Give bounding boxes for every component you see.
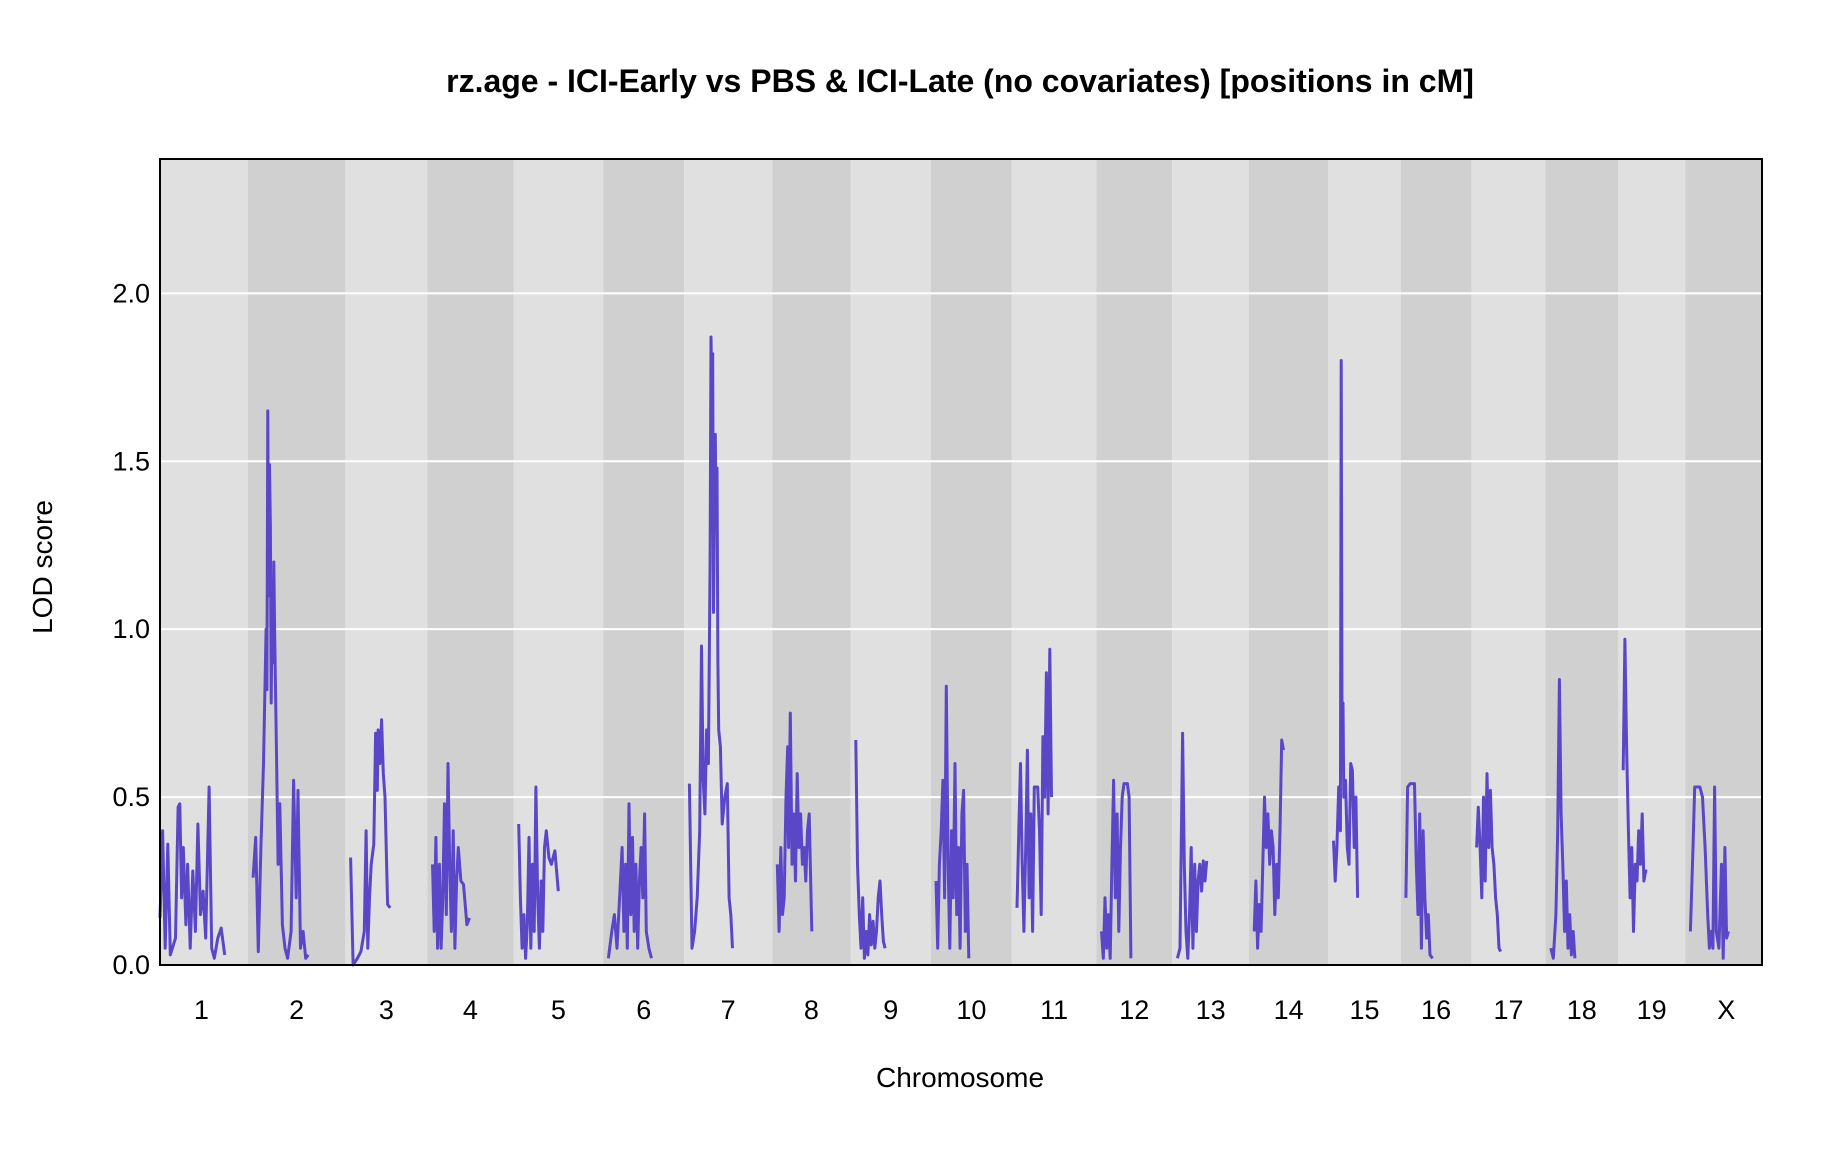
lod-curve-chr-13: [1175, 731, 1209, 960]
lod-curve-chr-4: [431, 762, 471, 950]
y-axis-label: LOD score: [27, 500, 58, 634]
x-tick-label-6: 6: [636, 995, 651, 1025]
y-tick-label-1.0: 1.0: [112, 614, 150, 644]
x-tick-label-16: 16: [1421, 995, 1451, 1025]
x-tick-label-11: 11: [1040, 995, 1068, 1025]
x-tick-label-12: 12: [1119, 995, 1149, 1025]
lod-curve-chr-12: [1100, 778, 1133, 960]
chromosome-band-X: [1685, 159, 1762, 965]
lod-curve-chr-11: [1015, 647, 1053, 933]
y-axis-ticks: 0.0 0.5 1.0 1.5 2.0: [112, 278, 150, 980]
lod-curve-chr-15: [1332, 359, 1360, 898]
chromosome-band-5: [513, 159, 604, 965]
x-tick-label-17: 17: [1493, 995, 1523, 1025]
lod-curve-chr-5: [517, 785, 560, 960]
lod-curve-chr-X: [1688, 785, 1730, 960]
chart-title: rz.age - ICI-Early vs PBS & ICI-Late (no…: [446, 63, 1474, 99]
chromosome-band-4: [427, 159, 514, 965]
lod-curve-chr-14: [1252, 738, 1285, 950]
lod-curves: [158, 335, 1730, 967]
lod-curve-chr-16: [1404, 782, 1434, 960]
y-tick-label-0.0: 0.0: [112, 950, 150, 980]
y-tick-label-0.5: 0.5: [112, 782, 150, 812]
x-tick-label-1: 1: [194, 995, 209, 1025]
x-tick-label-8: 8: [804, 995, 819, 1025]
lod-curve-chr-19: [1621, 637, 1648, 933]
x-tick-label-14: 14: [1274, 995, 1304, 1025]
chromosome-band-15: [1328, 159, 1401, 965]
x-tick-label-13: 13: [1196, 995, 1226, 1025]
y-tick-label-2.0: 2.0: [112, 278, 150, 308]
lod-curve-chr-9: [854, 739, 887, 960]
x-tick-label-10: 10: [956, 995, 986, 1025]
lod-curve-chr-1: [158, 785, 227, 960]
chromosome-band-14: [1248, 159, 1329, 965]
x-tick-label-3: 3: [379, 995, 394, 1025]
x-tick-label-7: 7: [721, 995, 736, 1025]
x-tick-label-2: 2: [289, 995, 304, 1025]
x-tick-label-X: X: [1717, 995, 1735, 1025]
x-tick-label-4: 4: [463, 995, 478, 1025]
x-tick-label-5: 5: [551, 995, 566, 1025]
x-tick-label-9: 9: [883, 995, 898, 1025]
lod-curve-chr-7: [687, 335, 734, 950]
lod-curve-chr-18: [1549, 678, 1577, 960]
lod-curve-chr-8: [775, 711, 814, 933]
lod-curve-chr-3: [349, 718, 392, 967]
x-tick-label-18: 18: [1567, 995, 1597, 1025]
lod-curve-chr-17: [1475, 772, 1503, 953]
lod-curve-chr-6: [606, 802, 653, 959]
x-axis-label: Chromosome: [876, 1062, 1044, 1093]
x-tick-label-19: 19: [1637, 995, 1667, 1025]
y-tick-label-1.5: 1.5: [112, 446, 150, 476]
x-axis-ticks: 1 2 3 4 5 6 7 8 9 10 11 12 13 14 15 16 17 18 19 X: [194, 995, 1735, 1025]
chromosome-band-16: [1400, 159, 1472, 965]
x-tick-label-15: 15: [1349, 995, 1379, 1025]
chromosome-band-12: [1096, 159, 1173, 965]
plot-frame: [159, 158, 1763, 966]
chromosome-band-1: [160, 159, 248, 965]
lod-curve-chr-2: [251, 409, 310, 960]
gridlines: [160, 292, 1762, 799]
lod-curve-chr-10: [934, 684, 971, 959]
chromosome-band-9: [850, 159, 931, 965]
